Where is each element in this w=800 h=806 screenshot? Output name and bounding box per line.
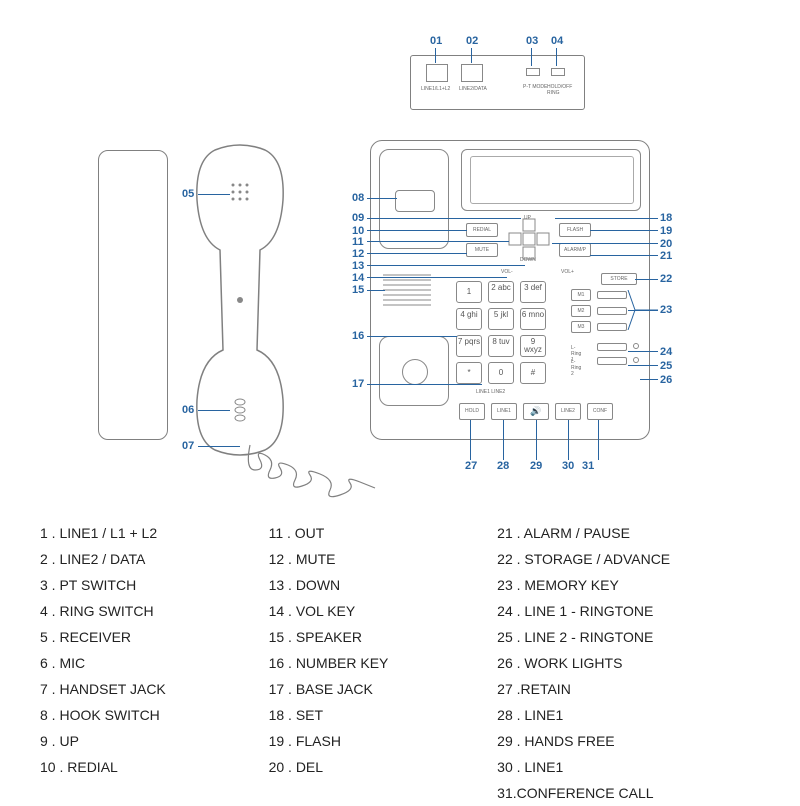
redial-button[interactable]: REDIAL — [466, 223, 498, 237]
callout-11: 11 — [352, 236, 364, 248]
legend: 1 . LINE1 / L1 + L2 2 . LINE2 / DATA 3 .… — [40, 520, 760, 806]
legend-col-3: 21 . ALARM / PAUSE 22 . STORAGE / ADVANC… — [497, 520, 760, 806]
callout-15: 15 — [352, 284, 364, 296]
callout-29: 29 — [530, 460, 542, 472]
callout-23: 23 — [660, 304, 672, 316]
callout-07: 07 — [182, 440, 194, 452]
callout-01: 01 — [430, 35, 442, 47]
rear-panel: LINE1/L1+L2 LINE2/DATA P-T MODE HOLD/OFF… — [410, 55, 585, 110]
callout-09: 09 — [352, 212, 364, 224]
mute-button[interactable]: MUTE — [466, 243, 498, 257]
switch-label-1: P-T MODE — [523, 84, 547, 90]
port-label-2: LINE2/DATA — [459, 86, 487, 92]
display-screen — [461, 149, 641, 211]
callout-14: 14 — [352, 272, 364, 284]
callout-21: 21 — [660, 250, 672, 262]
store-button[interactable]: STORE — [601, 273, 637, 285]
alarm-button[interactable]: ALARM/P — [559, 243, 591, 257]
callout-26: 26 — [660, 374, 672, 386]
switch-label-2: HOLD/OFF RING — [547, 84, 584, 96]
handset-stand — [98, 150, 168, 440]
callout-28: 28 — [497, 460, 509, 472]
callout-02: 02 — [466, 35, 478, 47]
work-light-2 — [633, 357, 639, 363]
callout-17: 17 — [352, 378, 364, 390]
callout-22: 22 — [660, 273, 672, 285]
callout-03: 03 — [526, 35, 538, 47]
line2-button[interactable]: LINE2 — [555, 403, 581, 420]
callout-13: 13 — [352, 260, 364, 272]
base-unit: REDIAL FLASH MUTE ALARM/P UP DOWN VOL- V… — [370, 140, 650, 440]
callout-18: 18 — [660, 212, 672, 224]
flash-button[interactable]: FLASH — [559, 223, 591, 237]
callout-25: 25 — [660, 360, 672, 372]
conf-button[interactable]: CONF — [587, 403, 613, 420]
callout-06: 06 — [182, 404, 194, 416]
callout-16: 16 — [352, 330, 364, 342]
callout-30: 30 — [562, 460, 574, 472]
callout-12: 12 — [352, 248, 364, 260]
vol-plus-label: VOL+ — [561, 269, 574, 275]
handset-outline — [185, 140, 295, 460]
callout-19: 19 — [660, 225, 672, 237]
callout-27: 27 — [465, 460, 477, 472]
phone-cord — [240, 440, 380, 520]
legend-col-2: 11 . OUT 12 . MUTE 13 . DOWN 14 . VOL KE… — [269, 520, 498, 806]
work-light-1 — [633, 343, 639, 349]
base-jack-label: LINE1 LINE2 — [476, 389, 505, 395]
hold-button[interactable]: HOLD — [459, 403, 485, 420]
legend-col-1: 1 . LINE1 / L1 + L2 2 . LINE2 / DATA 3 .… — [40, 520, 269, 806]
callout-24: 24 — [660, 346, 672, 358]
callout-20: 20 — [660, 238, 672, 250]
callout-05: 05 — [182, 188, 194, 200]
speaker-button[interactable]: 🔊 — [523, 403, 549, 420]
dpad[interactable]: UP DOWN — [507, 217, 551, 261]
vol-minus-label: VOL- — [501, 269, 513, 275]
callout-31: 31 — [582, 460, 594, 472]
callout-04: 04 — [551, 35, 563, 47]
line1-button[interactable]: LINE1 — [491, 403, 517, 420]
port-label-1: LINE1/L1+L2 — [421, 86, 450, 92]
callout-08: 08 — [352, 192, 364, 204]
